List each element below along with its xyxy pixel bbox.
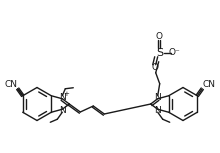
Text: CN: CN — [203, 80, 216, 89]
Text: N: N — [59, 93, 66, 102]
Text: N: N — [154, 106, 161, 115]
Text: O⁻: O⁻ — [169, 48, 181, 57]
Text: O: O — [155, 32, 162, 41]
Text: CN: CN — [4, 80, 17, 89]
Text: N: N — [59, 106, 66, 115]
Text: +: + — [63, 91, 69, 97]
Text: O: O — [151, 63, 158, 72]
Text: N: N — [154, 93, 161, 102]
Text: S: S — [156, 48, 163, 58]
